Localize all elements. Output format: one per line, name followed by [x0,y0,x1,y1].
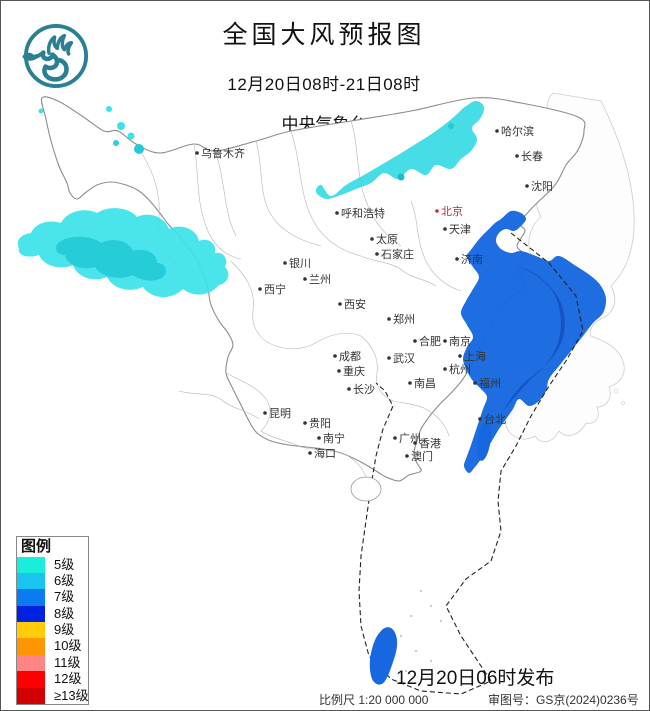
svg-text:香港: 香港 [419,437,441,450]
svg-text:石家庄: 石家庄 [381,247,414,261]
svg-text:武汉: 武汉 [393,352,415,365]
svg-text:西宁: 西宁 [264,282,286,296]
svg-text:台北: 台北 [484,412,506,426]
svg-text:福州: 福州 [479,376,501,390]
svg-text:兰州: 兰州 [309,273,331,286]
svg-text:济南: 济南 [461,252,483,266]
svg-text:重庆: 重庆 [343,364,365,378]
svg-text:太原: 太原 [376,233,398,246]
svg-text:昆明: 昆明 [269,407,291,420]
svg-text:乌鲁木齐: 乌鲁木齐 [201,146,245,160]
svg-text:南京: 南京 [449,334,471,348]
svg-text:南昌: 南昌 [414,377,436,390]
svg-text:呼和浩特: 呼和浩特 [341,206,385,220]
svg-text:银川: 银川 [289,256,311,270]
svg-text:上海: 上海 [464,349,486,363]
svg-text:北京: 北京 [441,204,463,218]
svg-text:沈阳: 沈阳 [531,179,553,193]
svg-text:成都: 成都 [339,350,361,363]
svg-text:天津: 天津 [449,223,471,236]
svg-text:广州: 广州 [399,432,421,445]
svg-text:南宁: 南宁 [323,431,345,445]
svg-text:长沙: 长沙 [353,383,375,396]
svg-text:哈尔滨: 哈尔滨 [501,124,534,138]
svg-text:贵阳: 贵阳 [309,417,331,430]
svg-text:郑州: 郑州 [393,312,415,326]
svg-text:澳门: 澳门 [411,449,433,463]
svg-text:长春: 长春 [521,150,543,163]
svg-text:海口: 海口 [314,446,336,460]
svg-text:合肥: 合肥 [419,334,441,348]
svg-text:西安: 西安 [344,297,366,311]
svg-text:杭州: 杭州 [449,362,471,376]
